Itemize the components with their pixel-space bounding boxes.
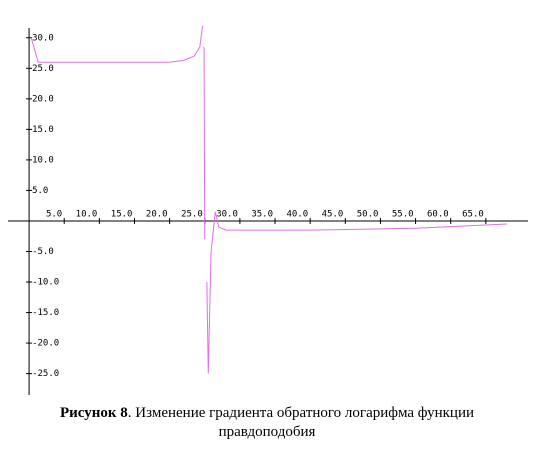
y-tick-label: 20.0 xyxy=(32,94,54,104)
x-tick-label: 35.0 xyxy=(251,209,273,219)
y-tick-label: 15.0 xyxy=(32,125,54,135)
x-tick-label: 55.0 xyxy=(392,209,414,219)
y-tick-label: -20.0 xyxy=(32,339,59,349)
x-tick-label: 40.0 xyxy=(286,209,308,219)
x-tick-label: 15.0 xyxy=(111,209,133,219)
caption: Рисунок 8. Изменение градиента обратного… xyxy=(30,404,504,442)
caption-label: Рисунок 8 xyxy=(59,405,128,421)
x-tick-label: 60.0 xyxy=(427,209,449,219)
x-tick-label: 45.0 xyxy=(322,209,344,219)
x-tick-label: 20.0 xyxy=(146,209,168,219)
x-tick-label: 5.0 xyxy=(46,209,62,219)
y-tick-label: -5.0 xyxy=(32,247,54,257)
x-tick-label: 50.0 xyxy=(357,209,379,219)
y-tick-label: -15.0 xyxy=(32,308,59,318)
line xyxy=(30,25,507,374)
x-tick-label: 25.0 xyxy=(181,209,203,219)
y-tick-label: 5.0 xyxy=(32,186,48,196)
x-tick-label: 30.0 xyxy=(216,209,238,219)
y-tick-label: 30.0 xyxy=(32,33,54,43)
caption-text: . Изменение градиента обратного логарифм… xyxy=(127,405,475,440)
x-tick-label: 10.0 xyxy=(76,209,98,219)
y-tick-label: -10.0 xyxy=(32,278,59,288)
x-tick-label: 65.0 xyxy=(462,209,484,219)
chart: 5.0 10.0 15.0 20.0 25.0 30.0 35.0 40.0 45.0 50.0 5… xyxy=(8,25,528,395)
y-tick-label: 10.0 xyxy=(32,155,54,165)
y-tick-label: -25.0 xyxy=(32,369,59,379)
y-tick-label: 25.0 xyxy=(32,64,54,74)
